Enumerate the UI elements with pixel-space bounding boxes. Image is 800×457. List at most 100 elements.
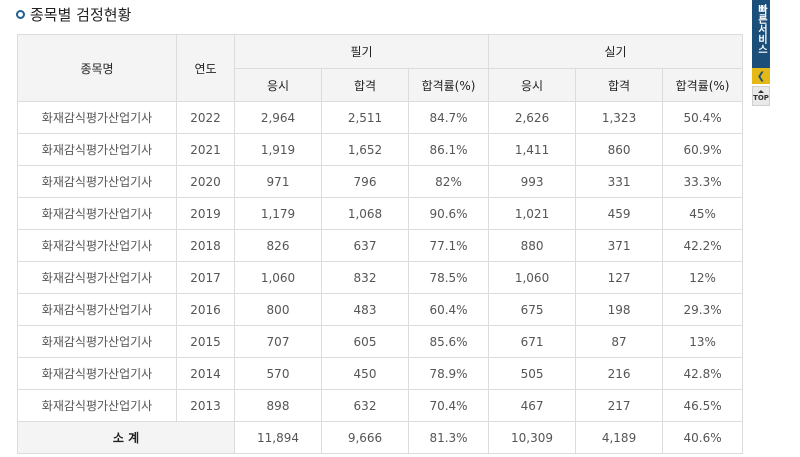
quick-service-label: 빠른서비스: [755, 4, 767, 54]
table-row: 화재감식평가산업기사 2019 1,179 1,068 90.6% 1,021 459 45%: [17, 197, 744, 230]
table-row: 화재감식평가산업기사 2020 971 796 82% 993 331 33.3%: [17, 165, 744, 198]
header-practical-applicants: 응시: [488, 68, 577, 102]
cell-year: 2013: [176, 389, 235, 422]
cell-written-applicants: 898: [234, 389, 322, 422]
cell-written-passed: 483: [321, 293, 409, 326]
cell-practical-passed: 1,323: [575, 101, 664, 134]
cell-item-name: 화재감식평가산업기사: [17, 165, 177, 198]
cell-practical-pass-rate: 42.2%: [662, 229, 744, 262]
cell-practical-passed: 217: [575, 389, 664, 422]
cell-item-name: 화재감식평가산업기사: [17, 389, 177, 422]
cell-year: 2017: [176, 261, 235, 294]
cell-written-applicants: 570: [234, 357, 322, 390]
cell-year: 2022: [176, 101, 235, 134]
cell-written-pass-rate: 60.4%: [407, 293, 490, 326]
cell-practical-applicants: 1,411: [488, 133, 577, 166]
cell-year: 2020: [176, 165, 235, 198]
cell-written-pass-rate: 70.4%: [407, 389, 490, 422]
cell-written-passed: 1,652: [321, 133, 409, 166]
cell-written-pass-rate: 78.9%: [407, 357, 490, 390]
bullet-icon: [16, 9, 25, 19]
header-practical: 실기: [488, 34, 744, 69]
cell-practical-pass-rate: 29.3%: [662, 293, 744, 326]
table-row: 화재감식평가산업기사 2014 570 450 78.9% 505 216 42.8%: [17, 357, 744, 390]
table-row: 화재감식평가산업기사 2022 2,964 2,511 84.7% 2,626 1,323 5…: [17, 101, 744, 134]
cell-item-name: 화재감식평가산업기사: [17, 325, 177, 358]
chevron-left-icon[interactable]: ❮: [752, 68, 770, 84]
total-written-applicants: 11,894: [234, 421, 322, 454]
cell-item-name: 화재감식평가산업기사: [17, 261, 177, 294]
top-label: TOP: [753, 94, 769, 102]
cell-practical-pass-rate: 13%: [662, 325, 744, 358]
section-heading: 종목별 검정현황: [16, 2, 131, 26]
cell-item-name: 화재감식평가산업기사: [17, 101, 177, 134]
cell-practical-passed: 87: [575, 325, 664, 358]
scroll-top-button[interactable]: TOP: [752, 86, 770, 106]
section-title: 종목별 검정현황: [30, 5, 132, 24]
cell-practical-passed: 371: [575, 229, 664, 262]
cell-item-name: 화재감식평가산업기사: [17, 133, 177, 166]
quick-service-button[interactable]: 빠른서비스: [752, 0, 770, 84]
total-practical-passed: 4,189: [575, 421, 664, 454]
cell-written-applicants: 1,060: [234, 261, 322, 294]
cell-practical-pass-rate: 33.3%: [662, 165, 744, 198]
cell-written-applicants: 707: [234, 325, 322, 358]
cell-item-name: 화재감식평가산업기사: [17, 357, 177, 390]
cell-written-passed: 632: [321, 389, 409, 422]
table-row: 화재감식평가산업기사 2021 1,919 1,652 86.1% 1,411 860 60.…: [17, 133, 744, 166]
cell-practical-applicants: 1,021: [488, 197, 577, 230]
cell-written-passed: 637: [321, 229, 409, 262]
table-row: 화재감식평가산업기사 2015 707 605 85.6% 671 87 13%: [17, 325, 744, 358]
cell-written-passed: 2,511: [321, 101, 409, 134]
total-practical-pass-rate: 40.6%: [662, 421, 744, 454]
cell-practical-passed: 216: [575, 357, 664, 390]
table-row: 화재감식평가산업기사 2017 1,060 832 78.5% 1,060 127 12%: [17, 261, 744, 294]
table-row: 화재감식평가산업기사 2018 826 637 77.1% 880 371 42.2%: [17, 229, 744, 262]
cell-written-passed: 796: [321, 165, 409, 198]
header-item-name: 종목명: [17, 34, 177, 102]
cell-year: 2015: [176, 325, 235, 358]
cell-written-pass-rate: 77.1%: [407, 229, 490, 262]
cell-written-passed: 605: [321, 325, 409, 358]
total-written-passed: 9,666: [321, 421, 409, 454]
cell-practical-applicants: 671: [488, 325, 577, 358]
header-year: 연도: [176, 34, 235, 102]
cell-practical-pass-rate: 50.4%: [662, 101, 744, 134]
total-label: 소 계: [17, 421, 235, 454]
cell-written-pass-rate: 82%: [407, 165, 490, 198]
cell-practical-applicants: 993: [488, 165, 577, 198]
total-row: 소 계 11,894 9,666 81.3% 10,309 4,189 40.6…: [17, 421, 744, 454]
cell-practical-pass-rate: 46.5%: [662, 389, 744, 422]
cell-year: 2019: [176, 197, 235, 230]
cell-written-passed: 450: [321, 357, 409, 390]
cell-item-name: 화재감식평가산업기사: [17, 293, 177, 326]
cell-practical-applicants: 1,060: [488, 261, 577, 294]
cell-written-applicants: 971: [234, 165, 322, 198]
cell-practical-passed: 331: [575, 165, 664, 198]
cell-item-name: 화재감식평가산업기사: [17, 197, 177, 230]
table-row: 화재감식평가산업기사 2016 800 483 60.4% 675 198 29.3%: [17, 293, 744, 326]
cell-written-applicants: 1,919: [234, 133, 322, 166]
cell-year: 2014: [176, 357, 235, 390]
cell-practical-pass-rate: 12%: [662, 261, 744, 294]
cell-year: 2018: [176, 229, 235, 262]
header-written: 필기: [233, 34, 490, 69]
exam-stats-table: 종목명 연도 필기 실기 응시 합격 합격률(%) 응시 합격 합격률(%) 화…: [17, 34, 744, 454]
cell-practical-applicants: 2,626: [488, 101, 577, 134]
header-practical-passed: 합격: [575, 68, 664, 102]
cell-written-applicants: 2,964: [234, 101, 322, 134]
cell-practical-applicants: 505: [488, 357, 577, 390]
cell-year: 2021: [176, 133, 235, 166]
cell-practical-passed: 860: [575, 133, 664, 166]
cell-practical-applicants: 880: [488, 229, 577, 262]
total-practical-applicants: 10,309: [488, 421, 577, 454]
arrow-up-icon: [758, 90, 764, 93]
cell-written-pass-rate: 86.1%: [407, 133, 490, 166]
header-written-passed: 합격: [321, 68, 409, 102]
cell-item-name: 화재감식평가산업기사: [17, 229, 177, 262]
cell-written-pass-rate: 84.7%: [407, 101, 490, 134]
cell-practical-applicants: 675: [488, 293, 577, 326]
cell-written-pass-rate: 90.6%: [407, 197, 490, 230]
cell-year: 2016: [176, 293, 235, 326]
cell-written-applicants: 800: [234, 293, 322, 326]
